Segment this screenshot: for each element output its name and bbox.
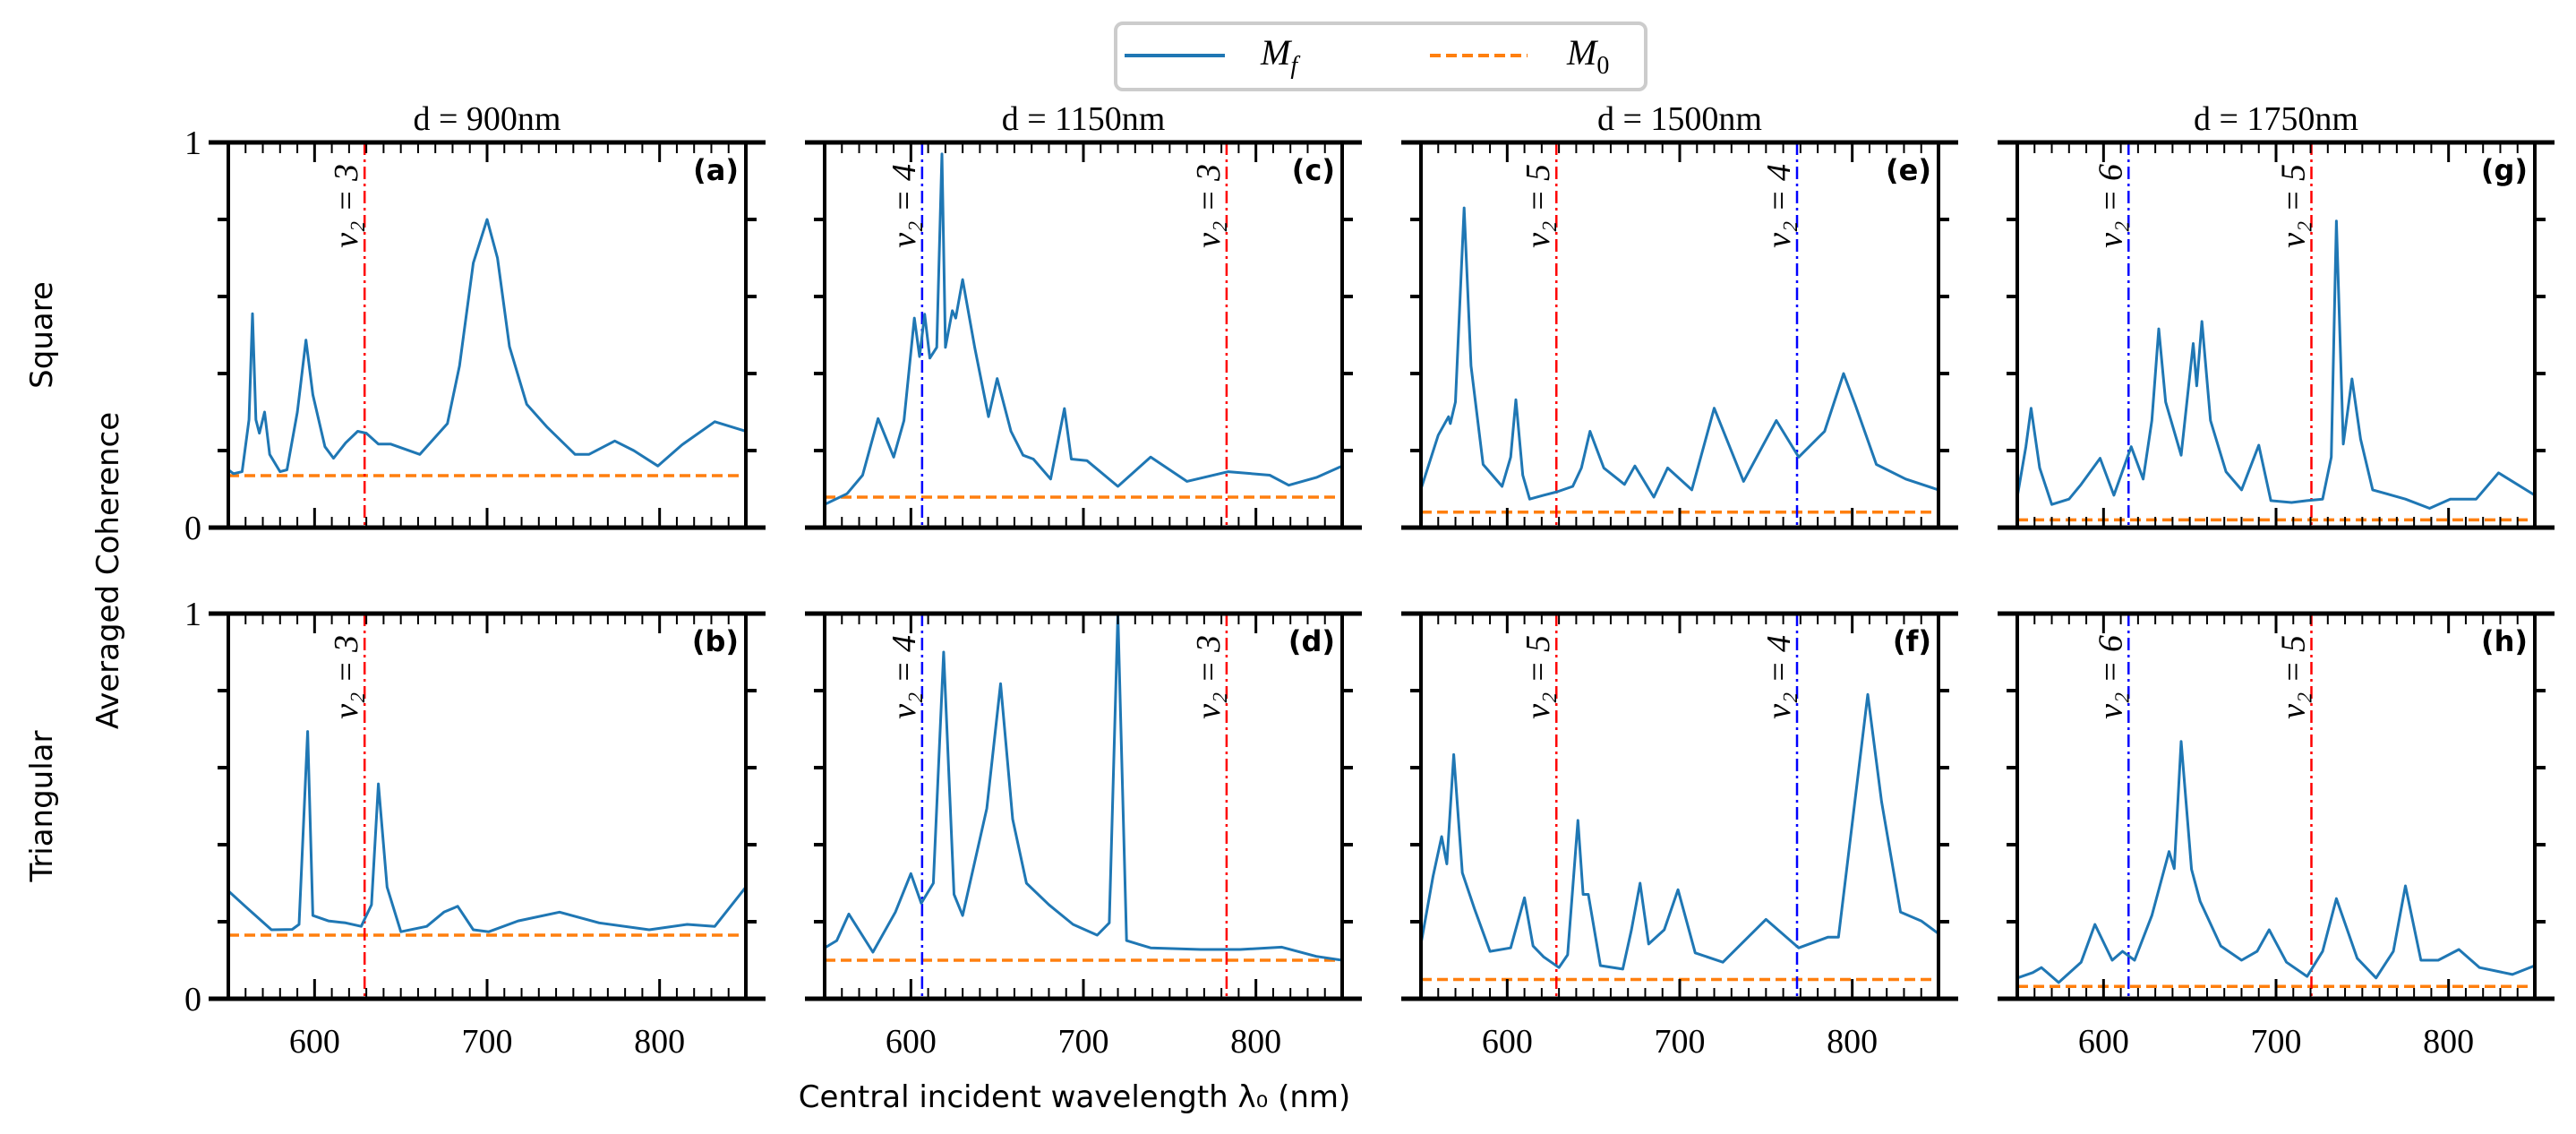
panel-label: (g): [2481, 153, 2528, 187]
x-tick-label: 700: [462, 1023, 513, 1061]
legend-m0-label: M0: [1566, 32, 1609, 80]
panel-h: ν₂ = 6 ν₂ = 5 (h) 600 700 800: [1998, 611, 2555, 1061]
y-tick-label: 1: [184, 596, 201, 633]
panel-label: (b): [692, 624, 739, 658]
y-tick-label: 0: [184, 510, 201, 547]
legend-mf-symbol: M: [1260, 32, 1293, 73]
panel-title: d = 1750nm: [2194, 100, 2358, 138]
plot-area: [1421, 614, 1938, 999]
nu2-label: ν₂ = 5: [1519, 635, 1557, 719]
nu2-label: ν₂ = 5: [1519, 164, 1557, 248]
nu2-label: ν₂ = 4: [1760, 635, 1798, 719]
row-label-square: Square: [24, 281, 60, 389]
x-tick-label: 600: [2078, 1023, 2129, 1061]
mf-curve: [228, 730, 746, 933]
nu2-label: ν₂ = 4: [1760, 164, 1798, 248]
panel-e: ν₂ = 5 ν₂ = 4 (e) d = 1500nm: [1401, 100, 1958, 530]
row-label-triangular: Triangular: [24, 731, 60, 883]
plot-area: [228, 614, 746, 999]
panel-a: ν₂ = 3 (a) d = 900nm 1 0: [184, 100, 766, 547]
nu2-label: ν₂ = 3: [328, 635, 365, 719]
legend-mf-sub: f: [1290, 52, 1300, 80]
legend-m0-sub: 0: [1596, 52, 1609, 80]
x-tick-label: 800: [634, 1023, 685, 1061]
nu2-label: ν₂ = 5: [2274, 635, 2312, 719]
x-tick-label: 800: [1230, 1023, 1281, 1061]
panel-f: ν₂ = 5 ν₂ = 4 (f) 600 700 800: [1401, 611, 1958, 1061]
x-tick-label: 800: [2423, 1023, 2474, 1061]
plot-area: [1421, 142, 1938, 528]
plot-area: [825, 614, 1342, 999]
panel-title: d = 1500nm: [1597, 100, 1762, 138]
x-tick-label: 600: [886, 1023, 937, 1061]
nu2-label: ν₂ = 4: [886, 164, 923, 248]
plot-area: [825, 142, 1342, 528]
x-tick-label: 600: [1482, 1023, 1533, 1061]
y-axis-label: Averaged Coherence: [90, 412, 126, 729]
panel-b: ν₂ = 3 (b) 1 0 600 700 800: [184, 596, 766, 1061]
legend: Mf M0: [1114, 21, 1647, 91]
panel-d: ν₂ = 4 ν₂ = 3 (d) 600 700 800: [805, 611, 1362, 1061]
panel-label: (a): [693, 153, 739, 187]
nu2-label: ν₂ = 4: [886, 635, 923, 719]
legend-frame: [1114, 21, 1647, 91]
y-tick-label: 0: [184, 981, 201, 1018]
x-tick-label: 700: [1058, 1023, 1109, 1061]
panels: ν₂ = 3 (a) d = 900nm 1 0 ν₂ = 3 (b) 1 0 600 700 800…: [184, 100, 2555, 1061]
nu2-label: ν₂ = 6: [2092, 164, 2129, 248]
x-axis-label: Central incident wavelength λ₀ (nm): [799, 1079, 1351, 1115]
mf-curve: [825, 614, 1342, 962]
x-tick-label: 700: [1655, 1023, 1706, 1061]
x-tick-label: 700: [2251, 1023, 2302, 1061]
panel-label: (f): [1893, 624, 1931, 658]
plot-area: [228, 142, 746, 528]
nu2-label: ν₂ = 5: [2274, 164, 2312, 248]
y-tick-label: 1: [184, 125, 201, 162]
legend-mf-label: Mf: [1260, 32, 1300, 80]
panel-label: (h): [2481, 624, 2528, 658]
x-tick-label: 600: [289, 1023, 340, 1061]
nu2-label: ν₂ = 3: [328, 164, 365, 248]
panel-title: d = 1150nm: [1002, 100, 1166, 138]
panel-label: (e): [1886, 153, 1931, 187]
mf-curve: [1421, 692, 1938, 971]
mf-curve: [1421, 206, 1938, 501]
x-tick-label: 800: [1827, 1023, 1878, 1061]
mf-curve: [2017, 740, 2535, 984]
nu2-label: ν₂ = 6: [2092, 635, 2129, 719]
panel-g: ν₂ = 6 ν₂ = 5 (g) d = 1750nm: [1998, 100, 2555, 530]
nu2-label: ν₂ = 3: [1190, 164, 1228, 248]
panel-label: (c): [1292, 153, 1335, 187]
mf-curve: [2017, 219, 2535, 510]
mf-curve: [228, 218, 746, 476]
legend-m0-symbol: M: [1566, 32, 1599, 73]
nu2-label: ν₂ = 3: [1190, 635, 1228, 719]
panel-label: (d): [1288, 624, 1335, 658]
mf-curve: [825, 152, 1342, 506]
panel-title: d = 900nm: [414, 100, 561, 138]
panel-c: ν₂ = 4 ν₂ = 3 (c) d = 1150nm: [805, 100, 1362, 530]
